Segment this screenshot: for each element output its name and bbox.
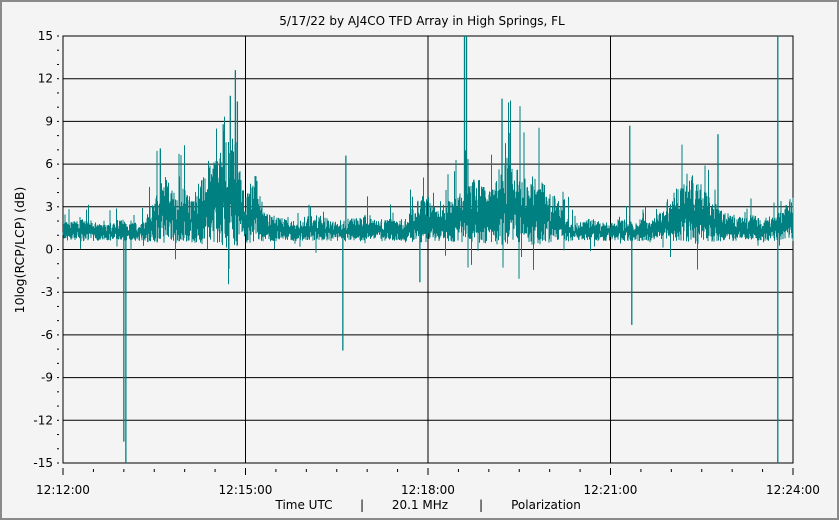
y-tick-label: -12 <box>33 413 53 427</box>
y-axis-label: 10log(RCP/LCP) (dB) <box>12 187 27 314</box>
x-tick-label: 12:24:00 <box>766 483 820 497</box>
x-caption-freq: 20.1 MHz <box>392 498 448 512</box>
x-tick-label: 12:18:00 <box>401 483 455 497</box>
y-tick-label: 12 <box>38 72 53 86</box>
y-tick-label: -3 <box>41 285 53 299</box>
x-tick-label: 12:12:00 <box>36 483 90 497</box>
chart-title: 5/17/22 by AJ4CO TFD Array in High Sprin… <box>279 14 565 28</box>
x-caption-time: Time UTC <box>275 498 333 512</box>
x-tick-label: 12:15:00 <box>219 483 273 497</box>
x-axis-caption: Time UTC | 20.1 MHz | Polarization <box>275 498 581 512</box>
x-tick-label: 12:21:00 <box>584 483 638 497</box>
y-tick-label: 9 <box>45 114 53 128</box>
y-tick-label: 15 <box>38 29 53 43</box>
y-tick-label: 0 <box>45 243 53 257</box>
y-tick-label: 6 <box>45 157 53 171</box>
y-tick-label: -15 <box>33 456 53 470</box>
x-caption-sep2: | <box>479 498 483 512</box>
x-caption-mode: Polarization <box>511 498 581 512</box>
series-line <box>62 100 794 285</box>
y-tick-label: 3 <box>45 200 53 214</box>
x-caption-sep1: | <box>360 498 364 512</box>
y-tick-label: -6 <box>41 328 53 342</box>
y-tick-label: -9 <box>41 371 53 385</box>
